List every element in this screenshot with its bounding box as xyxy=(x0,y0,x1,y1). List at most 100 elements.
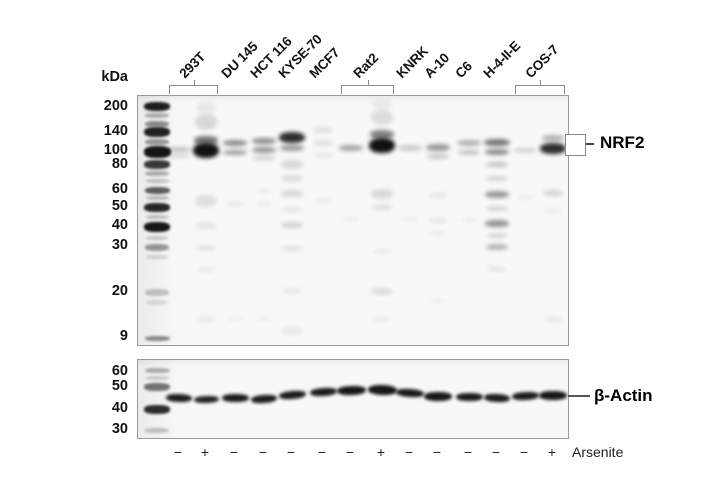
blot-band xyxy=(144,127,170,137)
blot-band xyxy=(193,142,219,158)
blot-band xyxy=(511,391,539,401)
cell-line-label: C6 xyxy=(452,58,475,81)
nrf2-pointer-line xyxy=(585,143,594,145)
arsenite-sign: − xyxy=(463,444,473,460)
blot-band xyxy=(144,159,170,169)
cell-line-label: Rat2 xyxy=(349,50,381,81)
blot-band xyxy=(196,316,216,322)
blot-band xyxy=(195,114,217,130)
lane-group-bracket xyxy=(515,85,565,94)
kda-marker: 30 xyxy=(111,421,128,437)
blot-band xyxy=(373,248,391,254)
blot-band xyxy=(313,140,333,146)
blot-band xyxy=(144,383,170,391)
blot-band xyxy=(458,149,480,155)
blot-band xyxy=(281,174,303,182)
kda-marker: 200 xyxy=(103,98,128,114)
blot-band xyxy=(226,202,244,206)
blot-band xyxy=(539,390,567,400)
blot-band xyxy=(252,138,276,144)
cell-line-label: COS-7 xyxy=(522,41,562,81)
blot-band xyxy=(250,394,278,404)
blot-band xyxy=(457,140,481,146)
blot-band xyxy=(485,219,509,227)
kda-marker: 20 xyxy=(111,283,128,299)
blot-band xyxy=(486,161,508,167)
blot-band xyxy=(145,376,169,380)
blot-band xyxy=(146,299,168,305)
kda-marker: 30 xyxy=(111,237,128,253)
blot-band xyxy=(517,195,533,199)
blot-band xyxy=(167,146,191,152)
blot-band xyxy=(256,202,272,206)
blot-band xyxy=(370,129,394,139)
blot-band xyxy=(196,245,216,251)
blot-band xyxy=(424,391,452,401)
blot-band xyxy=(223,149,247,155)
blot-band xyxy=(313,152,333,158)
blot-band xyxy=(143,146,171,158)
arsenite-sign: − xyxy=(491,444,501,460)
blot-band xyxy=(429,192,447,198)
actin-pointer-line xyxy=(568,395,590,397)
blot-band xyxy=(256,189,272,193)
blot-band xyxy=(369,137,395,153)
blot-band xyxy=(252,147,276,153)
blot-band xyxy=(278,389,306,401)
blot-band xyxy=(540,142,566,154)
blot-band xyxy=(144,101,170,111)
blot-band xyxy=(544,316,562,322)
blot-band xyxy=(281,222,303,228)
blot-band xyxy=(314,199,332,203)
cell-line-label: 293T xyxy=(175,49,208,81)
blot-band xyxy=(367,384,397,396)
blot-band xyxy=(279,131,305,143)
kda-marker: 50 xyxy=(111,198,128,214)
nrf2-blot-panel xyxy=(137,95,569,346)
lane-group-bracket xyxy=(169,85,218,94)
actin-label: β-Actin xyxy=(594,386,653,405)
blot-band xyxy=(461,218,477,222)
blot-band xyxy=(146,255,168,259)
blot-band xyxy=(545,209,561,213)
blot-band xyxy=(165,393,193,403)
blot-band xyxy=(196,221,216,229)
blot-band xyxy=(543,190,563,196)
blot-band xyxy=(197,266,215,272)
kda-marker: 50 xyxy=(111,378,128,394)
arsenite-sign: − xyxy=(345,444,355,460)
arsenite-label: Arsenite xyxy=(572,444,624,460)
blot-band xyxy=(145,179,169,183)
blot-band xyxy=(144,186,170,194)
kda-marker: 9 xyxy=(119,328,128,344)
blot-band xyxy=(144,202,170,212)
blot-band xyxy=(426,143,450,151)
blot-band xyxy=(145,196,169,200)
blot-band xyxy=(485,190,509,198)
blot-band xyxy=(194,135,218,145)
blot-band xyxy=(487,232,507,238)
blot-band xyxy=(145,112,169,118)
blot-band xyxy=(542,135,564,141)
kda-marker: 40 xyxy=(111,400,128,416)
blot-band xyxy=(371,189,393,199)
blot-band xyxy=(256,317,272,321)
blot-band xyxy=(339,145,363,151)
blot-band xyxy=(513,147,537,153)
blot-band xyxy=(488,267,506,271)
blot-band xyxy=(486,244,508,250)
blot-band xyxy=(144,404,170,414)
arsenite-sign: − xyxy=(258,444,268,460)
blot-band xyxy=(430,299,446,303)
blot-band xyxy=(196,101,216,113)
cell-line-label: H-4-II-E xyxy=(480,38,524,81)
arsenite-sign: + xyxy=(547,444,557,460)
kda-marker: 60 xyxy=(111,363,128,379)
blot-band xyxy=(313,127,333,133)
blot-band xyxy=(223,140,247,146)
blot-band xyxy=(486,175,508,181)
blot-band xyxy=(282,288,302,294)
blot-band xyxy=(402,217,418,221)
blot-band xyxy=(455,393,483,401)
blot-band xyxy=(145,427,169,433)
